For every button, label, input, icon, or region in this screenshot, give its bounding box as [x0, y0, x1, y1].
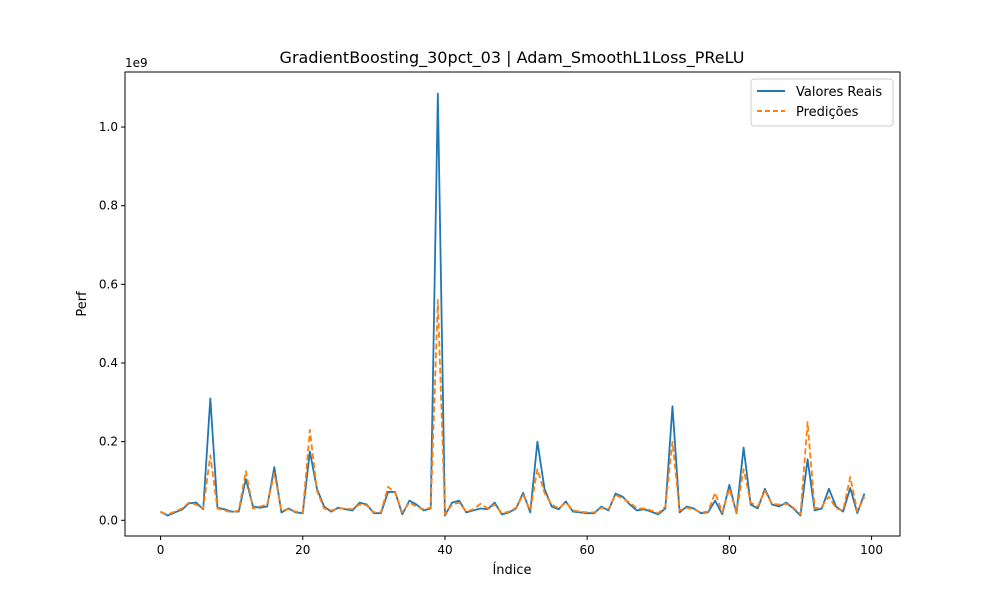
y-tick-label: 1.0 — [99, 120, 118, 134]
y-tick-label: 0.6 — [99, 277, 118, 291]
x-axis-label: Índice — [492, 562, 531, 578]
y-tick-label: 0.0 — [99, 513, 118, 527]
y-tick-label: 0.2 — [99, 435, 118, 449]
y-tick-label: 0.4 — [99, 356, 118, 370]
y-axis-label: Perf — [75, 291, 90, 317]
x-tick-label: 100 — [860, 543, 883, 557]
x-tick-label: 0 — [157, 543, 165, 557]
x-tick-label: 80 — [722, 543, 737, 557]
x-tick-label: 40 — [437, 543, 452, 557]
y-tick-label: 0.8 — [99, 199, 118, 213]
x-tick-label: 60 — [580, 543, 595, 557]
chart-title: GradientBoosting_30pct_03 | Adam_SmoothL… — [280, 48, 745, 68]
y-offset-label: 1e9 — [125, 56, 148, 70]
legend-label-valores-reais: Valores Reais — [796, 85, 882, 100]
x-tick-label: 20 — [295, 543, 310, 557]
legend-box — [750, 78, 894, 127]
plot-area-frame — [124, 71, 901, 537]
series-line-predicoes — [160, 299, 866, 516]
legend: Valores Reais Predições — [750, 78, 894, 127]
legend-label-predicoes: Predições — [796, 105, 859, 120]
